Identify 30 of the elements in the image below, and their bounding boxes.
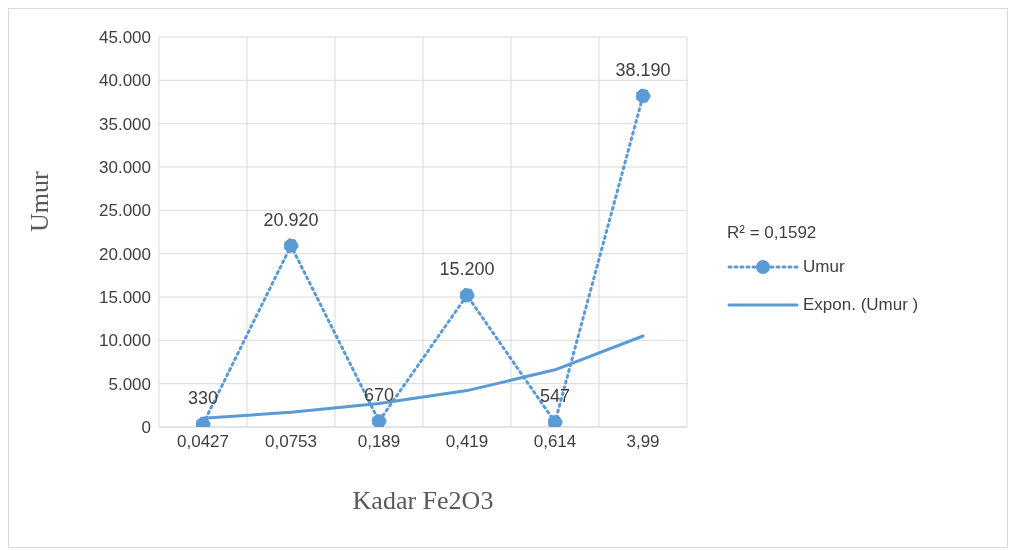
data-label: 20.920 (263, 209, 319, 230)
y-tick-label: 40.000 (99, 71, 151, 91)
point (283, 238, 299, 254)
point (459, 287, 475, 303)
x-tick-label: 0,189 (357, 432, 401, 452)
y-tick-label: 25.000 (99, 201, 151, 221)
data-label: 670 (363, 385, 395, 406)
y-tick-label: 45.000 (99, 28, 151, 48)
y-tick-label: 15.000 (99, 288, 151, 308)
data-label: 15.200 (439, 259, 495, 280)
y-tick-label: 0 (141, 418, 151, 438)
point (635, 88, 651, 104)
x-tick-label: 0,0427 (177, 432, 229, 452)
point (547, 414, 563, 427)
y-tick-label: 10.000 (99, 331, 151, 351)
x-tick-label: 3,99 (626, 432, 660, 452)
data-label: 38.190 (615, 60, 671, 81)
y-tick-label: 5.000 (108, 374, 151, 394)
y-tick-label: 30.000 (99, 158, 151, 178)
legend-label: Expon. (Umur ) (803, 295, 919, 315)
x-tick-label: 0,419 (445, 432, 489, 452)
x-tick-label: 0,0753 (265, 432, 317, 452)
y-tick-label: 35.000 (99, 114, 151, 134)
y-tick-label: 20.000 (99, 244, 151, 264)
x-tick-label: 0,614 (533, 432, 577, 452)
text: R² = 0,1592 (727, 223, 818, 243)
point (371, 413, 387, 427)
y-axis-title: Umur (25, 171, 55, 232)
legend-label: Umur (803, 257, 845, 277)
x-axis-title: Kadar Fe2O3 (352, 486, 494, 515)
